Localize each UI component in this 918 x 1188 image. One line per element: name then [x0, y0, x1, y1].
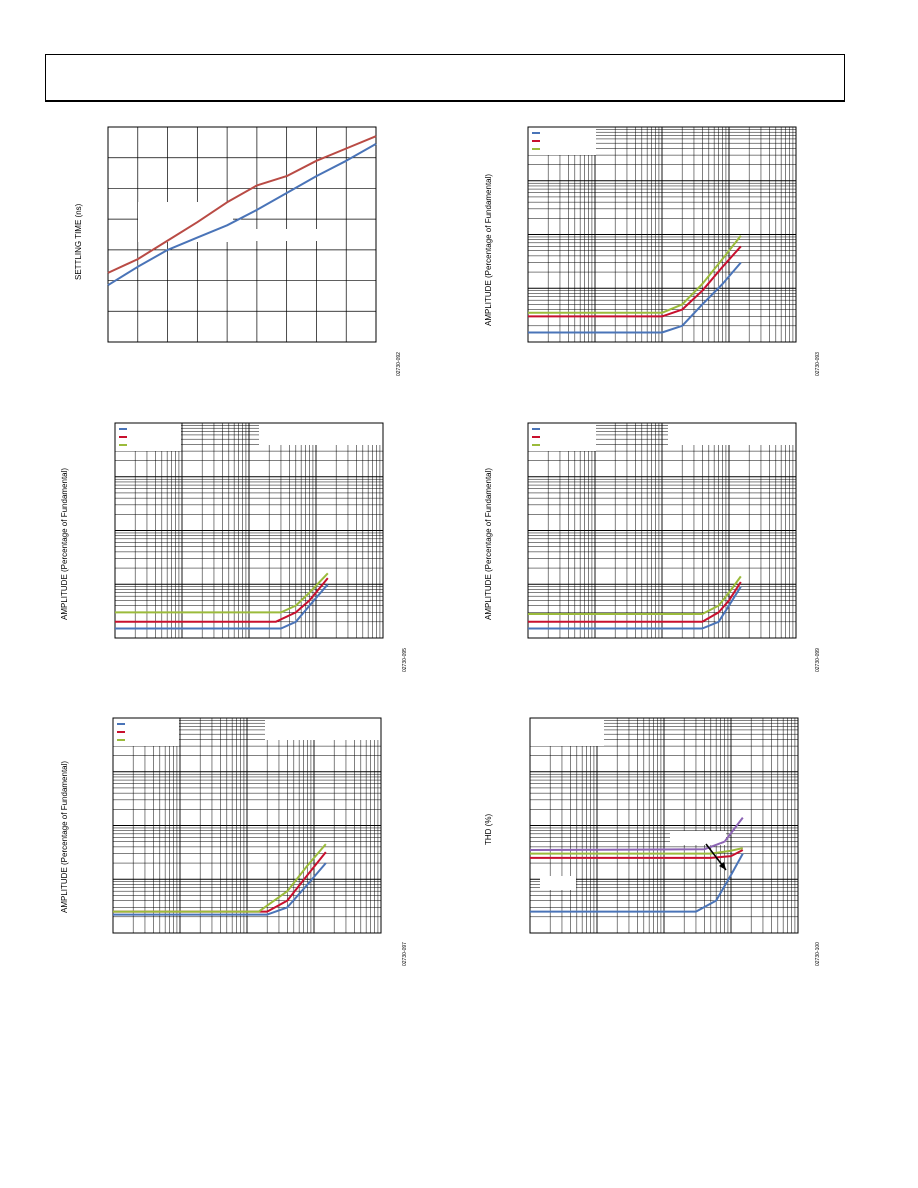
figure-id: 02730-100 — [815, 942, 821, 966]
grid — [527, 423, 796, 639]
chart-plot-thd — [529, 717, 799, 934]
chart-thd — [529, 717, 799, 934]
chart-plot-amp4 — [112, 717, 382, 934]
series-line-3 — [115, 572, 329, 614]
series-line-1 — [528, 261, 742, 334]
chart-amp4 — [112, 717, 382, 934]
label-area — [670, 831, 726, 845]
series-line-4 — [529, 816, 744, 851]
series-line-2 — [528, 245, 742, 318]
chart-amp2 — [114, 422, 384, 639]
label-area — [259, 423, 383, 445]
label-area — [265, 718, 381, 740]
plot-border — [529, 717, 799, 934]
series-line-1 — [115, 583, 329, 630]
chart-settling — [107, 126, 377, 343]
y-axis-label: AMPLITUDE (Percentage of Fundamental) — [484, 173, 493, 326]
plot-border — [112, 717, 382, 934]
series-line-2 — [107, 143, 377, 287]
plot-border — [527, 126, 797, 343]
y-axis-label: AMPLITUDE (Percentage of Fundamental) — [484, 467, 493, 620]
series-line-1 — [530, 853, 744, 913]
label-area — [668, 423, 796, 445]
series-line-1 — [113, 862, 327, 916]
grid — [529, 718, 798, 934]
grid — [114, 423, 383, 639]
series-line-1 — [528, 586, 742, 630]
series-line-3 — [530, 847, 744, 855]
figure-id: 02730-092 — [396, 352, 402, 376]
chart-plot-amp1 — [527, 126, 797, 343]
label-area — [540, 876, 576, 890]
series-line-2 — [115, 577, 329, 623]
plot-border — [114, 422, 384, 639]
figure-id: 02730-097 — [402, 942, 408, 966]
page-header — [45, 54, 845, 102]
y-axis-label: SETTLING TIME (ns) — [74, 203, 83, 280]
chart-plot-amp2 — [114, 422, 384, 639]
chart-plot-settling — [107, 126, 377, 343]
y-axis-label: AMPLITUDE (Percentage of Fundamental) — [60, 760, 69, 913]
y-axis-label: THD (%) — [484, 813, 493, 845]
arrow-head-icon — [719, 862, 726, 870]
label-area — [530, 718, 604, 746]
chart-amp1 — [527, 126, 797, 343]
series-line-3 — [113, 843, 327, 913]
series-line-3 — [528, 235, 742, 314]
grid — [112, 718, 381, 934]
figure-id: 02730-093 — [815, 352, 821, 376]
label-area — [228, 229, 318, 241]
y-axis-label: AMPLITUDE (Percentage of Fundamental) — [60, 467, 69, 620]
chart-amp3 — [527, 422, 797, 639]
series-line-2 — [528, 581, 742, 623]
grid — [527, 127, 796, 343]
plot-border — [107, 126, 377, 343]
series-line-1 — [107, 135, 377, 274]
figure-id: 02730-099 — [815, 648, 821, 672]
series-line-2 — [530, 849, 744, 859]
chart-plot-amp3 — [527, 422, 797, 639]
series-line-3 — [528, 575, 742, 615]
plot-border — [527, 422, 797, 639]
figure-id: 02730-095 — [402, 648, 408, 672]
